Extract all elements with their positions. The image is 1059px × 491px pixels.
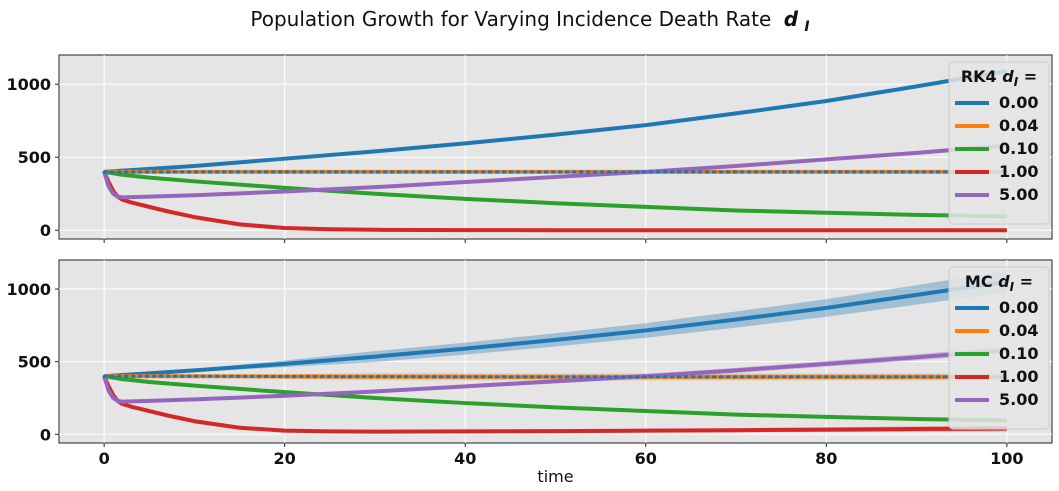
mc-legend-label-5.00: 5.00 [999,390,1038,409]
mc-x-tick-label: 80 [815,449,837,468]
mc-x-tick-label: 100 [990,449,1023,468]
figure-title-text: Population Growth for Varying Incidence … [250,7,771,31]
mc-plot-area [58,259,1053,444]
rk4-plot-area [58,54,1053,240]
rk4-legend-label-5.00: 5.00 [999,185,1038,204]
rk4-series-line-5.00 [102,143,1008,200]
mc-x-tick-label: 0 [99,449,110,468]
figure-title-symbol: d [784,7,799,31]
mc-dotted-overlay [102,374,1009,379]
mc-legend-label-0.00: 0.00 [999,298,1038,317]
mc-x-tick-label: 20 [274,449,296,468]
mc-legend-title: MC dI = [965,272,1033,294]
rk4-legend-title: RK4 dI = [961,67,1037,89]
rk4-series-line-0.00 [104,69,1008,174]
rk4-y-tick-label: 500 [18,148,51,167]
rk4-legend-label-0.00: 0.00 [999,93,1038,112]
mc-legend: MC dI = 0.00 0.04 0.10 1.00 5.00 [948,266,1050,430]
figure-title-symbol-sub: I [804,19,809,35]
mc-legend-label-0.04: 0.04 [999,321,1038,340]
panel-rk4: 0 500 1000 RK4 dI = 0.00 0.04 0.10 1.00 5.00 [6,54,1053,243]
rk4-legend-label-0.04: 0.04 [999,116,1038,135]
mc-y-tick-label: 1000 [6,280,51,299]
mc-legend-label-1.00: 1.00 [999,367,1038,386]
mc-x-tick-label: 60 [635,449,657,468]
rk4-y-tick-label: 1000 [6,75,51,94]
rk4-legend: RK4 dI = 0.00 0.04 0.10 1.00 5.00 [948,61,1050,225]
mc-y-tick-label: 0 [40,425,51,444]
rk4-legend-label-1.00: 1.00 [999,162,1038,181]
mc-series-line-0.10 [103,374,1007,423]
mc-series-line-5.00 [102,348,1008,404]
mc-x-tick-label: 40 [454,449,476,468]
figure-title: Population Growth for Varying Incidence … [250,7,809,35]
mc-series-line-0.00 [104,279,1008,379]
mc-legend-label-0.10: 0.10 [999,344,1038,363]
rk4-y-tick-label: 0 [40,221,51,240]
rk4-series-line-0.10 [103,169,1007,219]
mc-x-axis-label: time [537,467,573,486]
rk4-legend-label-0.10: 0.10 [999,139,1038,158]
mc-y-tick-label: 500 [18,353,51,372]
